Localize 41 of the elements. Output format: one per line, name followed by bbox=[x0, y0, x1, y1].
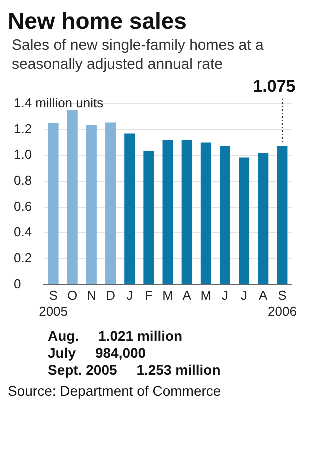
x-tick-label: J bbox=[222, 288, 228, 304]
y-tick-label: 0 bbox=[14, 276, 22, 292]
bar bbox=[200, 142, 212, 284]
bar bbox=[67, 110, 78, 284]
chart-title: New home sales bbox=[8, 8, 188, 34]
data-label: 1.075 bbox=[253, 77, 296, 96]
text: Aug. 1.021 million bbox=[48, 328, 184, 345]
bar bbox=[162, 140, 174, 284]
x-tick-label: O bbox=[68, 288, 78, 304]
y-tick-label: 0.2 bbox=[14, 250, 32, 266]
bar bbox=[106, 122, 116, 284]
bar bbox=[182, 140, 192, 284]
y-tick-label: 1.2 bbox=[14, 121, 32, 136]
text: July 984,000 bbox=[48, 345, 148, 362]
text: Sept. 2005 1.253 million bbox=[48, 362, 222, 379]
bar bbox=[220, 146, 230, 284]
x-tick-label: N bbox=[86, 288, 96, 304]
y-tick-label: 0.8 bbox=[14, 173, 32, 188]
x-tick-label: A bbox=[259, 288, 268, 304]
bar bbox=[258, 152, 269, 284]
x-tick-label: F bbox=[144, 288, 153, 304]
y-tick-label: 0.4 bbox=[14, 224, 32, 240]
y-tick-label: 1.4 million units bbox=[14, 96, 104, 111]
y-tick-label: 0.6 bbox=[14, 198, 32, 214]
bar bbox=[48, 122, 59, 284]
source-note: Source: Department of Commerce bbox=[8, 383, 222, 399]
bar bbox=[277, 146, 288, 284]
x-tick-label: M bbox=[162, 288, 174, 304]
bar bbox=[124, 134, 136, 284]
x-tick-label: A bbox=[182, 288, 192, 304]
x-tick-label: J bbox=[241, 288, 248, 304]
bar bbox=[86, 125, 97, 284]
x-tick-label: S 2006 bbox=[268, 288, 297, 319]
x-tick-label: S 2005 bbox=[39, 288, 68, 319]
x-tick-label: M bbox=[200, 288, 212, 304]
chart-subtitle: Sales of new single-family homes at a seasonally adjusted annual rate bbox=[12, 36, 265, 74]
bar bbox=[144, 151, 154, 284]
x-tick-label: J bbox=[126, 288, 134, 304]
bar bbox=[239, 158, 250, 284]
y-tick-label: 1.0 bbox=[14, 147, 32, 162]
x-tick-label: D bbox=[106, 288, 116, 304]
